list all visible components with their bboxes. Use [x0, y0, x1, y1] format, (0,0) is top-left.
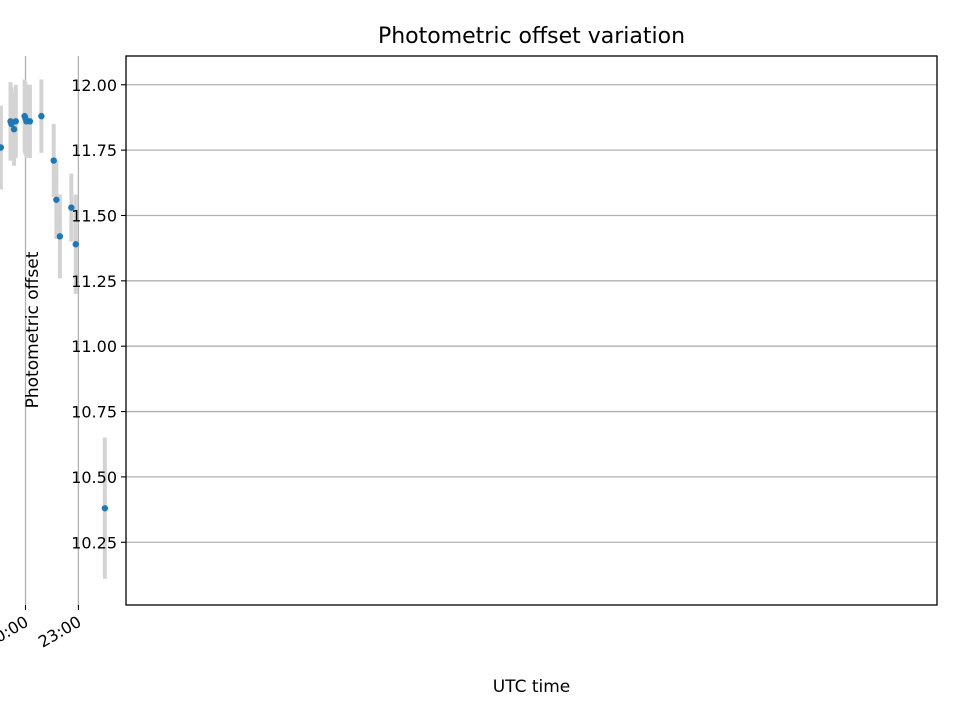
data-point [56, 233, 64, 240]
y-axis-label: Photometric offset [23, 251, 43, 408]
y-tick-label: 10.75 [71, 403, 117, 422]
data-point [21, 112, 28, 120]
data-point [50, 157, 57, 164]
data-points [0, 112, 109, 512]
data-point [101, 505, 109, 512]
y-tick-label: 11.50 [71, 206, 117, 225]
y-axis: 10.25 10.50 10.75 11.00 11.25 11.50 11.75 12.00 [71, 76, 126, 552]
y-tick-label: 11.25 [71, 272, 117, 291]
y-tick-label: 11.00 [71, 337, 117, 356]
y-tick-label: 10.25 [71, 533, 117, 552]
y-tick-label: 12.00 [71, 76, 117, 95]
grid [24, 56, 937, 605]
data-point [10, 126, 18, 133]
y-tick-label: 11.75 [71, 141, 117, 160]
data-point [0, 144, 5, 151]
data-point [53, 196, 60, 203]
chart-title: Photometric offset variation [378, 24, 685, 49]
x-axis-label: UTC time [493, 677, 571, 697]
data-point [7, 118, 14, 125]
data-point [72, 241, 79, 248]
data-point [68, 204, 75, 211]
data-point [38, 112, 45, 120]
plot-area [125, 55, 938, 606]
y-tick-label: 10.50 [71, 468, 117, 487]
